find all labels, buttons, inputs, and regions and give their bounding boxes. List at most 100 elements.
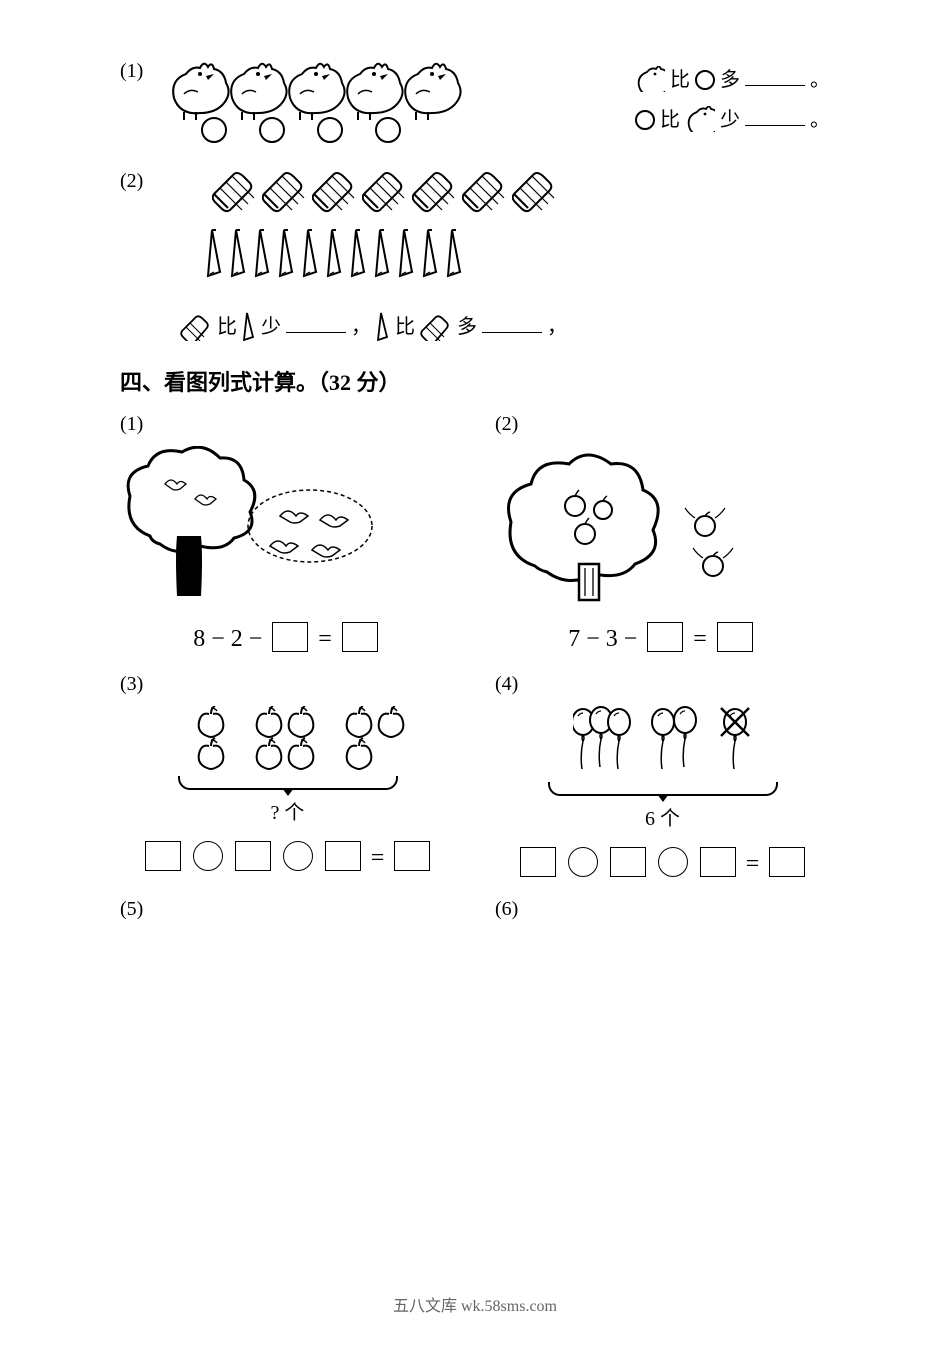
answer-box[interactable] xyxy=(520,847,556,877)
q2-t2-mid: 比 xyxy=(395,316,415,338)
p3-brace-label: ? 个 xyxy=(120,796,455,825)
q2-blank-2[interactable] xyxy=(482,311,542,333)
operator-circle[interactable] xyxy=(283,841,313,871)
q1-pictures xyxy=(166,60,615,146)
p2-equals: = xyxy=(693,626,707,652)
answer-box[interactable] xyxy=(235,841,271,871)
eraser-row xyxy=(206,170,556,214)
pencil-icon xyxy=(254,228,274,280)
eraser-icon xyxy=(412,170,456,214)
p1-expression: 8 − 2 − = xyxy=(120,622,455,653)
answer-box[interactable] xyxy=(769,847,805,877)
chicken-icon xyxy=(685,106,715,132)
chicken-icon xyxy=(635,66,665,92)
answer-box[interactable] xyxy=(700,847,736,877)
problem-1: (1) xyxy=(120,413,455,653)
p2-prefix: 7 − 3 − xyxy=(568,626,637,652)
p2-expression: 7 − 3 − = xyxy=(495,622,830,653)
apple-group-1 xyxy=(195,706,227,770)
q1-line1-end: 。 xyxy=(810,69,830,91)
operator-circle[interactable] xyxy=(193,841,223,871)
answer-box[interactable] xyxy=(325,841,361,871)
q1-line2-mid: 少 xyxy=(720,109,740,131)
pencil-icon xyxy=(446,228,466,280)
problem-4: (4) 6 个 xyxy=(495,673,830,878)
circle-icon xyxy=(635,110,655,130)
pencil-icon xyxy=(302,228,322,280)
answer-box[interactable] xyxy=(647,622,683,652)
p3-apples xyxy=(120,706,455,770)
answer-box[interactable] xyxy=(610,847,646,877)
answer-box[interactable] xyxy=(394,841,430,871)
tree-with-birds xyxy=(120,446,380,606)
answer-box[interactable] xyxy=(717,622,753,652)
problem-6: (6) xyxy=(495,898,830,931)
p4-equals: = xyxy=(746,851,760,877)
pencil-icon xyxy=(206,228,226,280)
answer-box[interactable] xyxy=(145,841,181,871)
section-4-title: 四、看图列式计算。（32 分） xyxy=(120,365,830,397)
pencil-icon xyxy=(230,228,250,280)
pencil-icon xyxy=(374,228,394,280)
chickens-and-circles xyxy=(166,60,466,146)
question-1: (1) xyxy=(120,60,830,146)
q1-blank-1[interactable] xyxy=(745,64,805,86)
p2-label: (2) xyxy=(495,413,830,436)
balloon-crossed xyxy=(719,706,753,776)
p1-equals: = xyxy=(318,626,332,652)
p3-equals: = xyxy=(371,845,385,871)
q2-t1-mid: 比 xyxy=(217,316,237,338)
problem-3: (3) xyxy=(120,673,455,878)
eraser-icon xyxy=(420,313,452,341)
p4-label: (4) xyxy=(495,673,830,696)
eraser-icon xyxy=(212,170,256,214)
brace-icon xyxy=(548,782,778,796)
brace-icon xyxy=(178,776,398,790)
pencil-icon xyxy=(326,228,346,280)
q2-t2-tail: 多 xyxy=(457,316,477,338)
operator-circle[interactable] xyxy=(658,847,688,877)
answer-box[interactable] xyxy=(272,622,308,652)
q2-fill-text: 比 少 ， 比 多 ， xyxy=(180,310,830,341)
q2-comma2: ， xyxy=(547,316,567,338)
pencil-icon xyxy=(242,311,256,341)
q1-blank-2[interactable] xyxy=(745,104,805,126)
problem-2: (2) 7 − 3 − xyxy=(495,413,830,653)
p3-label: (3) xyxy=(120,673,455,696)
apple-group-3 xyxy=(343,706,407,770)
apple-tree xyxy=(495,446,755,606)
balloon-group-2 xyxy=(651,706,701,776)
q2-label: (2) xyxy=(120,170,154,193)
p1-prefix: 8 − 2 − xyxy=(193,626,262,652)
p1-label: (1) xyxy=(120,413,455,436)
answer-box[interactable] xyxy=(342,622,378,652)
operator-circle[interactable] xyxy=(568,847,598,877)
p5-label: (5) xyxy=(120,898,455,921)
q2-t1-tail: 少 xyxy=(261,316,281,338)
eraser-icon xyxy=(462,170,506,214)
p3-expression: = xyxy=(120,841,455,872)
q1-fill-text: 比 多 。 比 少 。 xyxy=(635,60,830,140)
question-2: (2) xyxy=(120,170,830,341)
p4-expression: = xyxy=(495,847,830,878)
q1-line1-pre: 比 xyxy=(670,69,690,91)
pencil-icon xyxy=(350,228,370,280)
pencil-icon xyxy=(376,311,390,341)
p4-balloons xyxy=(495,706,830,776)
pencil-row xyxy=(206,228,556,280)
pencil-icon xyxy=(278,228,298,280)
eraser-icon xyxy=(312,170,356,214)
pencil-icon xyxy=(398,228,418,280)
problem-5: (5) xyxy=(120,898,455,931)
eraser-icon xyxy=(180,313,212,341)
section-4-grid: (1) xyxy=(120,413,830,931)
p4-brace-label: 6 个 xyxy=(495,802,830,831)
circle-icon xyxy=(695,70,715,90)
q2-blank-1[interactable] xyxy=(286,311,346,333)
pencil-icon xyxy=(422,228,442,280)
apple-group-2 xyxy=(253,706,317,770)
eraser-icon xyxy=(362,170,406,214)
q1-line2-pre: 比 xyxy=(660,109,680,131)
p6-label: (6) xyxy=(495,898,830,921)
eraser-icon xyxy=(262,170,306,214)
